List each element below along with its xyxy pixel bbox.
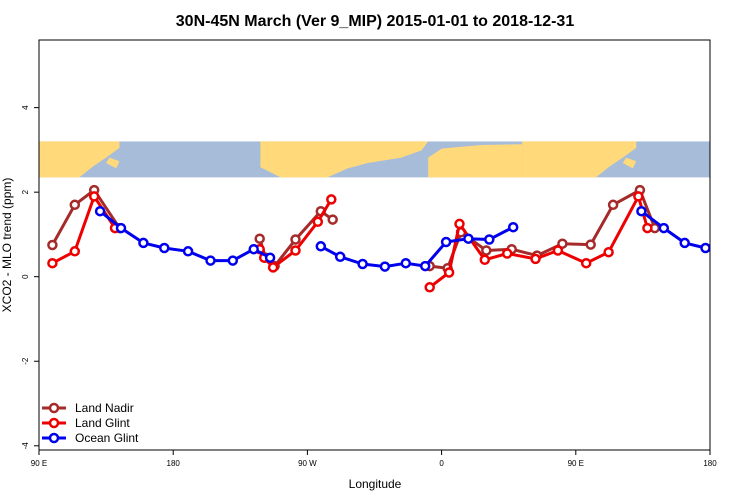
data-point xyxy=(463,233,474,244)
y-tick-label: 0 xyxy=(21,274,30,279)
data-point xyxy=(357,258,368,270)
data-point xyxy=(633,191,644,202)
y-tick-label: 2 xyxy=(21,189,30,194)
data-point xyxy=(47,257,58,269)
data-point xyxy=(454,218,465,230)
data-point xyxy=(326,194,337,205)
legend-swatch-point xyxy=(48,432,60,444)
legend-item: Land Glint xyxy=(42,416,130,430)
data-point xyxy=(607,199,619,211)
data-point xyxy=(636,205,647,217)
data-point xyxy=(481,245,492,256)
data-point xyxy=(254,233,265,244)
data-point xyxy=(400,257,412,269)
series-line xyxy=(428,194,649,289)
legend-label: Land Nadir xyxy=(75,401,134,415)
data-point xyxy=(290,245,301,256)
legend-swatch-point xyxy=(48,417,60,429)
data-point xyxy=(658,222,670,234)
data-point xyxy=(552,245,564,256)
data-point xyxy=(138,237,149,249)
data-point xyxy=(290,234,301,245)
series-line xyxy=(640,210,706,250)
data-point xyxy=(115,222,127,234)
legend-swatch-point xyxy=(48,402,60,414)
data-point xyxy=(580,257,592,269)
legend-item: Ocean Glint xyxy=(42,431,139,445)
series-ocean-glint xyxy=(94,205,710,272)
y-tick-label: -4 xyxy=(21,442,30,450)
series-line xyxy=(320,225,514,269)
y-tick-label: -2 xyxy=(21,357,30,365)
data-point xyxy=(227,255,239,266)
data-point xyxy=(530,253,541,265)
x-tick-label: 90 E xyxy=(568,459,584,468)
data-point xyxy=(557,238,568,249)
data-point xyxy=(264,252,276,263)
data-point xyxy=(700,242,710,254)
legend-label: Land Glint xyxy=(75,416,130,430)
x-tick-label: 0 xyxy=(439,459,444,468)
legend-item: Land Nadir xyxy=(42,401,134,415)
data-point xyxy=(585,239,596,250)
x-axis: 90 E 180 90 W 0 90 E 180 xyxy=(31,450,717,468)
data-point xyxy=(69,199,81,211)
data-point xyxy=(603,246,614,258)
data-point xyxy=(334,251,346,263)
series-layer xyxy=(47,184,710,293)
data-point xyxy=(69,246,81,257)
data-point xyxy=(443,267,455,278)
data-point xyxy=(424,282,435,293)
data-point xyxy=(47,239,58,251)
data-point xyxy=(312,216,324,228)
plot-frame xyxy=(38,39,711,451)
x-axis-label: Longitude xyxy=(349,477,402,491)
data-point xyxy=(327,214,338,225)
map-land-asia-west xyxy=(39,141,120,178)
x-tick-label: 180 xyxy=(703,459,717,468)
map-land-asia-east xyxy=(522,141,637,178)
data-point xyxy=(182,246,194,257)
data-point xyxy=(94,205,106,217)
map-land-japan xyxy=(106,157,120,169)
chart-title: 30N-45N March (Ver 9_MIP) 2015-01-01 to … xyxy=(176,13,575,30)
series-line xyxy=(51,188,121,246)
world-map-band xyxy=(39,141,710,178)
data-point xyxy=(679,237,690,249)
data-point xyxy=(484,234,495,245)
data-point xyxy=(440,236,452,248)
x-tick-label: 180 xyxy=(167,459,181,468)
map-land-europe-africa xyxy=(428,144,523,178)
y-axis-label: XCO2 - MLO trend (ppm) xyxy=(0,178,14,313)
series-land-nadir xyxy=(47,184,661,274)
legend-label: Ocean Glint xyxy=(75,431,139,445)
data-point xyxy=(248,243,259,255)
x-tick-label: 90 W xyxy=(298,459,317,468)
data-point xyxy=(479,254,491,266)
data-point xyxy=(315,241,327,252)
map-land-japan-east xyxy=(622,157,637,169)
data-point xyxy=(501,248,513,259)
data-point xyxy=(267,262,279,273)
data-point xyxy=(507,221,519,233)
data-point xyxy=(88,191,100,202)
data-point xyxy=(205,255,216,266)
y-axis: -4 -2 0 2 4 xyxy=(21,105,39,450)
y-tick-label: 4 xyxy=(21,105,30,110)
x-tick-label: 90 E xyxy=(31,459,47,468)
map-land-north-america xyxy=(260,141,429,178)
data-point xyxy=(419,260,431,272)
data-point xyxy=(159,242,170,254)
data-point xyxy=(379,261,391,272)
data-point xyxy=(642,222,653,234)
